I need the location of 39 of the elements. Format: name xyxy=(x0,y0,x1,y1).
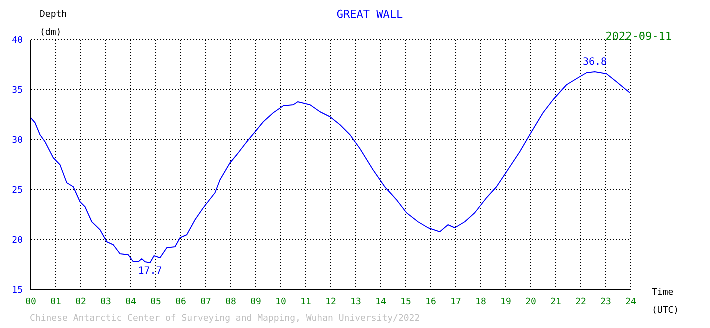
y-tick-label: 30 xyxy=(12,136,23,146)
x-tick-label: 17 xyxy=(450,297,462,308)
x-tick-label: 19 xyxy=(500,297,512,308)
x-tick-label: 05 xyxy=(150,297,162,308)
annotation: 17.7 xyxy=(137,266,164,277)
x-tick-label: 11 xyxy=(300,297,312,308)
y-tick-label: 35 xyxy=(12,86,23,96)
x-tick-label: 08 xyxy=(226,297,236,308)
x-tick-label: 14 xyxy=(376,297,386,308)
y-tick-label: 20 xyxy=(12,236,23,246)
x-tick-label: 23 xyxy=(600,297,612,308)
annotation: 36.8 xyxy=(582,57,608,68)
annotation: 2022-09-11 xyxy=(606,30,672,43)
x-tick-label: 21 xyxy=(550,297,562,308)
x-tick-label: 15 xyxy=(400,297,412,308)
x-tick-label: 12 xyxy=(326,297,336,308)
x-axis-title: Time (UTC) xyxy=(652,288,680,316)
x-tick-label: 02 xyxy=(76,297,86,308)
y-tick-label: 15 xyxy=(12,286,23,296)
x-tick-label: 00 xyxy=(26,297,36,308)
x-tick-label: 07 xyxy=(200,297,212,308)
x-tick-label: 20 xyxy=(526,297,536,308)
x-tick-label: 22 xyxy=(576,297,586,308)
x-tick-label: 04 xyxy=(126,297,136,308)
x-tick-label: 18 xyxy=(476,297,486,308)
x-tick-label: 10 xyxy=(276,297,286,308)
line-series xyxy=(31,72,630,264)
y-tick-label: 40 xyxy=(12,36,23,46)
x-tick-label: 13 xyxy=(350,297,362,308)
x-tick-label: 16 xyxy=(426,297,436,308)
chart-title: GREAT WALL xyxy=(336,8,404,21)
x-tick-label: 09 xyxy=(250,297,262,308)
x-tick-label: 06 xyxy=(176,297,186,308)
x-tick-label: 24 xyxy=(626,297,636,308)
x-tick-label: 01 xyxy=(50,297,62,308)
text: Chinese Antarctic Center of Surveying and Mapping, Wuhan University/2022 xyxy=(30,314,420,324)
y-axis-title: Depth (dm) xyxy=(40,10,68,38)
x-tick-label: 03 xyxy=(100,297,112,308)
y-tick-label: 25 xyxy=(12,186,23,196)
